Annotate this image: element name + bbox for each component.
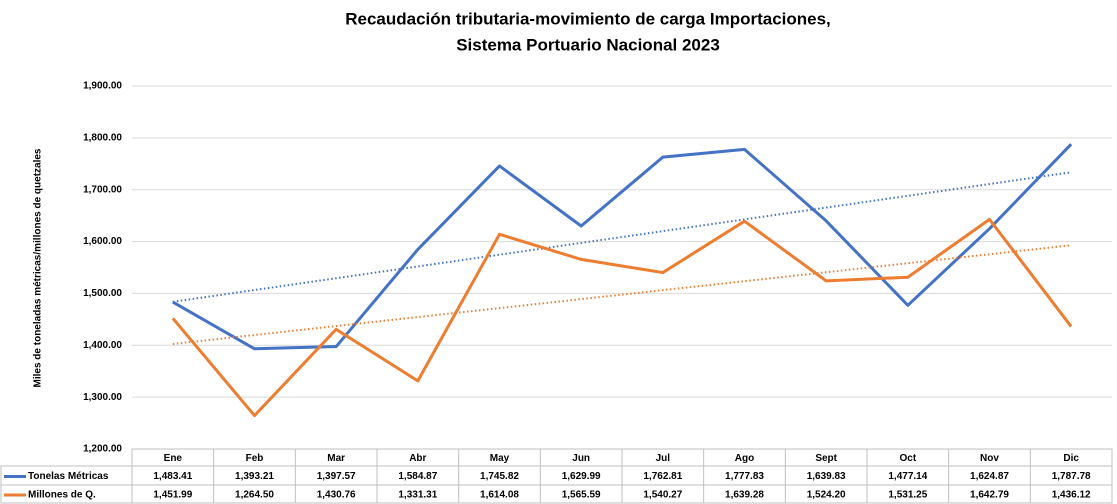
y-tick-label: 1,400.00 [83,340,122,351]
trendline [172,244,1072,345]
x-tick-label: Mar [327,453,345,464]
table-value: 1,451.99 [153,490,192,501]
x-tick-label: May [490,453,510,464]
table-value: 1,565.59 [562,490,601,501]
table-value: 1,483.41 [153,471,192,482]
table-value: 1,639.28 [725,490,764,501]
trendline [172,171,1072,303]
y-tick-label: 1,300.00 [83,392,122,403]
x-tick-label: Oct [899,453,916,464]
table-value: 1,762.81 [643,471,682,482]
y-tick-label: 1,700.00 [83,184,122,195]
x-tick-label: Jun [572,453,590,464]
table-value: 1,436.12 [1052,490,1091,501]
x-tick-label: Ago [735,453,754,464]
series-line [172,143,1073,351]
table-value: 1,430.76 [317,490,356,501]
table-value: 1,614.08 [480,490,519,501]
y-tick-label: 1,600.00 [83,236,122,247]
x-tick-label: Sept [815,453,837,464]
x-tick-label: Feb [246,453,264,464]
x-tick-label: Abr [409,453,426,464]
table-value: 1,264.50 [235,490,274,501]
y-tick-label: 1,500.00 [83,288,122,299]
legend-label: Millones de Q. [28,490,96,501]
x-tick-label: Nov [980,453,999,464]
table-value: 1,642.79 [970,490,1009,501]
table-value: 1,540.27 [643,490,682,501]
table-value: 1,777.83 [725,471,764,482]
table-value: 1,477.14 [888,471,927,482]
table-value: 1,787.78 [1052,471,1091,482]
table-value: 1,531.25 [888,490,927,501]
chart-title: Recaudación tributaria-movimiento de car… [345,9,831,28]
y-axis-title: Miles de toneladas métricas/millones de … [33,148,44,387]
x-tick-label: Ene [164,453,183,464]
table-value: 1,393.21 [235,471,274,482]
table-value: 1,584.87 [398,471,437,482]
y-tick-label: 1,900.00 [83,81,122,92]
table-value: 1,397.57 [317,471,356,482]
y-tick-label: 1,800.00 [83,132,122,143]
table-value: 1,524.20 [807,490,846,501]
table-value: 1,624.87 [970,471,1009,482]
chart-title: Sistema Portuario Nacional 2023 [456,35,720,54]
table-value: 1,745.82 [480,471,519,482]
table-value: 1,331.31 [398,490,437,501]
table-value: 1,629.99 [562,471,601,482]
y-tick-label: 1,200.00 [83,444,122,455]
x-tick-label: Jul [656,453,671,464]
x-tick-label: Dic [1063,453,1079,464]
series-line [171,217,1073,418]
legend-label: Tonelas Métricas [28,471,109,482]
table-value: 1,639.83 [807,471,846,482]
